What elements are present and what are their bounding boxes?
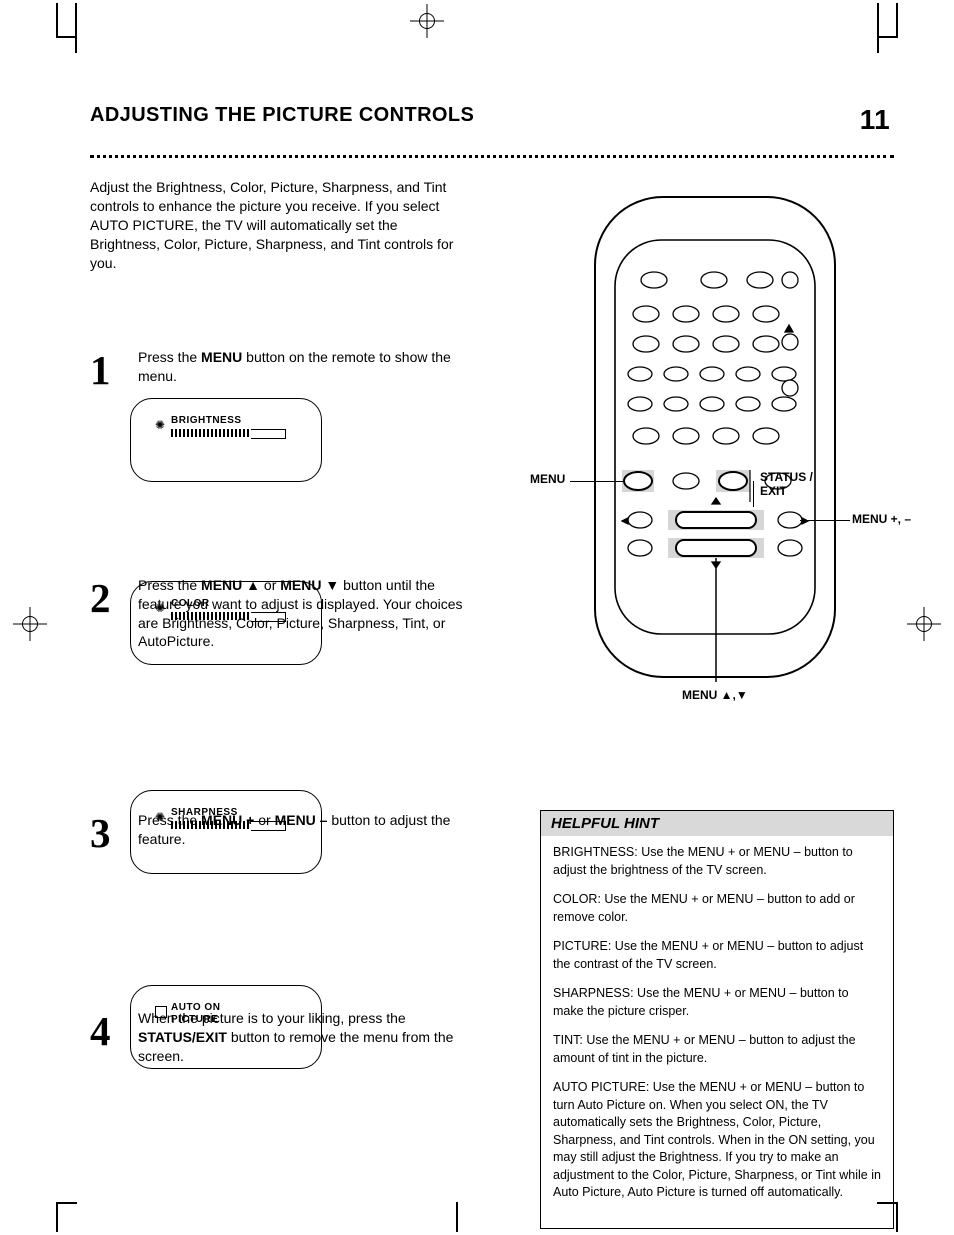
step-number: 4	[90, 1007, 111, 1055]
crop-mark	[896, 1202, 898, 1232]
tip-paragraph: BRIGHTNESS: Use the MENU + or MENU – but…	[553, 844, 881, 879]
page-title: ADJUSTING THE PICTURE CONTROLS	[90, 104, 474, 127]
tip-paragraph: TINT: Use the MENU + or MENU – button to…	[553, 1032, 881, 1067]
divider	[90, 155, 894, 158]
callout-line	[800, 520, 850, 521]
crop-mark	[56, 1202, 77, 1204]
osd-preview: AUTO ONPICTURE	[130, 985, 322, 1069]
step-text: Press the MENU button on the remote to s…	[138, 348, 470, 386]
crop-mark	[877, 36, 898, 38]
tip-heading: HELPFUL HINT	[541, 811, 893, 836]
step-number: 3	[90, 809, 111, 857]
lead-paragraph: Adjust the Brightness, Color, Picture, S…	[90, 178, 460, 272]
registration-mark	[907, 607, 941, 641]
callout-menu: MENU	[530, 472, 565, 486]
crop-mark	[56, 3, 58, 38]
registration-mark	[410, 4, 444, 38]
step-number: 2	[90, 574, 111, 622]
crop-mark	[75, 3, 77, 53]
crop-mark	[56, 36, 77, 38]
tip-paragraph: PICTURE: Use the MENU + or MENU – button…	[553, 938, 881, 973]
tip-body: BRIGHTNESS: Use the MENU + or MENU – but…	[541, 836, 893, 1228]
callout-plusminus: MENU +, –	[852, 512, 911, 526]
crop-mark	[877, 3, 879, 53]
crop-mark	[896, 3, 898, 38]
step-1: 1 Press the MENU button on the remote to…	[90, 348, 470, 386]
callout-updown: MENU ▲,▼	[682, 688, 748, 702]
crop-mark	[56, 1202, 58, 1232]
remote-illustration	[590, 192, 840, 682]
step-number: 1	[90, 346, 111, 394]
registration-mark	[13, 607, 47, 641]
osd-preview: ✺SHARPNESS	[130, 790, 322, 874]
tip-paragraph: COLOR: Use the MENU + or MENU – button t…	[553, 891, 881, 926]
callout-status: STATUS /EXIT	[760, 470, 813, 498]
tip-box: HELPFUL HINT BRIGHTNESS: Use the MENU + …	[540, 810, 894, 1229]
page: ADJUSTING THE PICTURE CONTROLS 11 Adjust…	[0, 0, 954, 1235]
osd-preview: ✺BRIGHTNESS	[130, 398, 322, 482]
page-number: 11	[860, 104, 890, 136]
tip-paragraph: AUTO PICTURE: Use the MENU + or MENU – b…	[553, 1079, 881, 1202]
callout-line	[570, 481, 625, 482]
osd-preview: ✺COLOR	[130, 581, 322, 665]
callout-line	[753, 481, 754, 507]
tip-paragraph: SHARPNESS: Use the MENU + or MENU – butt…	[553, 985, 881, 1020]
